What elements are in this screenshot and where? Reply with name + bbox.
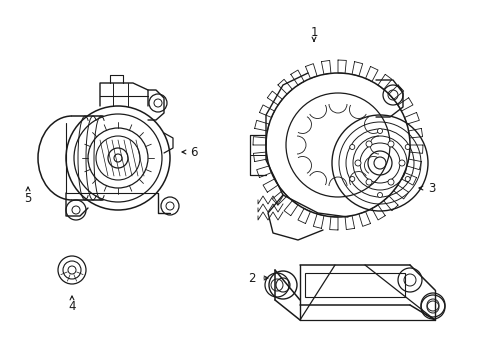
Circle shape — [354, 160, 360, 166]
Text: 2: 2 — [248, 271, 255, 284]
Text: 6: 6 — [190, 145, 197, 158]
Circle shape — [405, 144, 409, 149]
Circle shape — [377, 193, 382, 198]
Circle shape — [405, 176, 409, 181]
Text: 5: 5 — [24, 192, 32, 204]
Circle shape — [377, 129, 382, 134]
Circle shape — [398, 160, 404, 166]
Text: 4: 4 — [68, 301, 76, 314]
Circle shape — [365, 179, 371, 185]
Circle shape — [387, 141, 393, 147]
Circle shape — [349, 176, 354, 181]
Circle shape — [387, 179, 393, 185]
Circle shape — [349, 144, 354, 149]
Text: 1: 1 — [309, 26, 317, 39]
Circle shape — [365, 141, 371, 147]
Text: 3: 3 — [427, 181, 435, 194]
